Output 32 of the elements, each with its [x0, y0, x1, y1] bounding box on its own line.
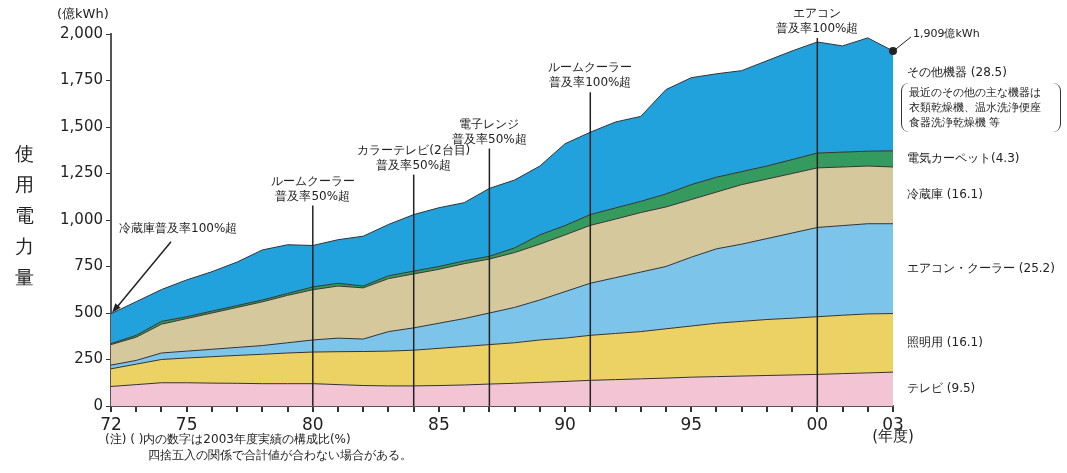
- y-tick-label: 2,000: [60, 23, 103, 42]
- x-tick-label: 72: [100, 413, 122, 434]
- y-tick-label: 1,000: [60, 209, 103, 228]
- series-label: 照明用 (16.1): [907, 334, 983, 349]
- series-label: 冷蔵庫 (16.1): [907, 187, 983, 202]
- x-tick-label: 75: [175, 413, 198, 434]
- y-tick-label: 250: [74, 349, 103, 368]
- x-tick-label: 00: [806, 413, 829, 434]
- ref-line-label: ルームクーラー普及率50%超: [270, 173, 355, 203]
- y-tick-label: 1,250: [60, 163, 103, 182]
- y-tick-label: 1,500: [60, 116, 103, 135]
- y-tick-label: 1,750: [60, 70, 103, 89]
- y-tick-label: 750: [74, 256, 103, 275]
- text: 最近のその他の主な機器は衣類乾燥機、温水洗浄便座食器洗浄乾燥機 等: [909, 85, 1041, 129]
- ref-line-label: ルームクーラー普及率100%超: [548, 60, 633, 90]
- annotation: 冷蔵庫普及率100%超: [119, 220, 238, 235]
- y-axis-title: 使用電力量: [14, 141, 34, 288]
- x-tick-label: 95: [680, 413, 703, 434]
- series-label: テレビ (9.5): [907, 381, 976, 396]
- series-label: 電気カーペット(4.3): [907, 151, 1020, 166]
- text: (注) ( )内の数字は2003年度実績の構成比(%): [105, 432, 351, 447]
- series-label: その他機器 (28.5): [907, 65, 1007, 80]
- ref-line-label: エアコン普及率100%超: [776, 6, 859, 36]
- text: 四捨五入の関係で合計値が合わない場合がある。: [148, 448, 412, 463]
- annotation: 1,909億kWh: [913, 26, 980, 40]
- text: (億kWh): [57, 6, 109, 22]
- series-label: エアコン・クーラー (25.2): [907, 260, 1055, 275]
- y-tick-label: 500: [74, 302, 103, 321]
- x-tick-label: 85: [428, 413, 450, 434]
- x-tick-label: 80: [301, 413, 324, 434]
- y-tick-label: 0: [93, 395, 103, 414]
- x-tick-label: 90: [554, 413, 576, 434]
